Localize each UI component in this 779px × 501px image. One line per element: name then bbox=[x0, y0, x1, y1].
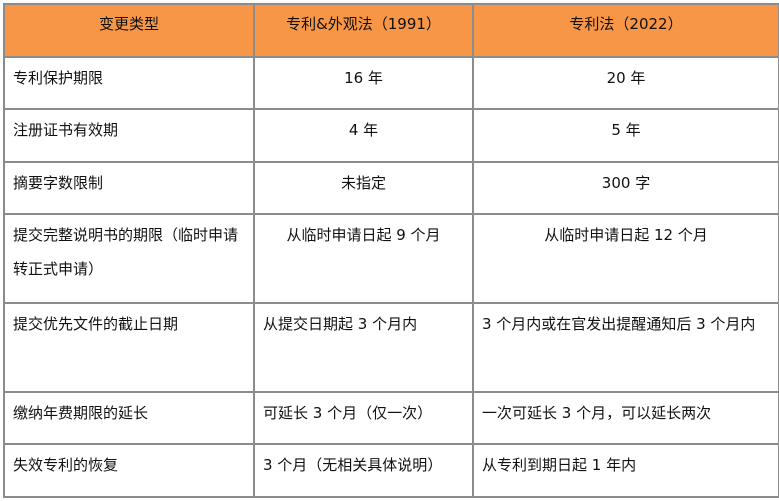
table-row: 摘要字数限制 未指定 300 字 bbox=[3, 161, 779, 215]
row-label: 注册证书有效期 bbox=[3, 108, 255, 163]
cell-1991: 可延长 3 个月（仅一次） bbox=[253, 391, 474, 445]
header-2022-law: 专利法（2022） bbox=[472, 3, 779, 58]
cell-1991: 16 年 bbox=[253, 56, 474, 110]
header-change-type: 变更类型 bbox=[3, 3, 255, 58]
cell-2022: 300 字 bbox=[472, 161, 779, 215]
cell-1991: 3 个月（无相关具体说明） bbox=[253, 443, 474, 498]
cell-2022: 5 年 bbox=[472, 108, 779, 163]
row-label: 失效专利的恢复 bbox=[3, 443, 255, 498]
table-row: 专利保护期限 16 年 20 年 bbox=[3, 56, 779, 110]
row-label: 专利保护期限 bbox=[3, 56, 255, 110]
table-row: 失效专利的恢复 3 个月（无相关具体说明） 从专利到期日起 1 年内 bbox=[3, 443, 779, 498]
cell-2022: 从临时申请日起 12 个月 bbox=[472, 213, 779, 304]
cell-1991: 未指定 bbox=[253, 161, 474, 215]
table-row: 提交完整说明书的期限（临时申请转正式申请） 从临时申请日起 9 个月 从临时申请… bbox=[3, 213, 779, 304]
row-label: 提交优先文件的截止日期 bbox=[3, 302, 255, 393]
cell-2022: 一次可延长 3 个月，可以延长两次 bbox=[472, 391, 779, 445]
row-label: 缴纳年费期限的延长 bbox=[3, 391, 255, 445]
table-row: 注册证书有效期 4 年 5 年 bbox=[3, 108, 779, 163]
table-row: 提交优先文件的截止日期 从提交日期起 3 个月内 3 个月内或在官发出提醒通知后… bbox=[3, 302, 779, 393]
table-row: 缴纳年费期限的延长 可延长 3 个月（仅一次） 一次可延长 3 个月，可以延长两… bbox=[3, 391, 779, 445]
cell-2022: 从专利到期日起 1 年内 bbox=[472, 443, 779, 498]
cell-2022: 20 年 bbox=[472, 56, 779, 110]
header-1991-law: 专利&外观法（1991） bbox=[253, 3, 474, 58]
row-label: 摘要字数限制 bbox=[3, 161, 255, 215]
cell-1991: 4 年 bbox=[253, 108, 474, 163]
row-label: 提交完整说明书的期限（临时申请转正式申请） bbox=[3, 213, 255, 304]
cell-1991: 从提交日期起 3 个月内 bbox=[253, 302, 474, 393]
header-row: 变更类型 专利&外观法（1991） 专利法（2022） bbox=[3, 3, 779, 58]
cell-1991: 从临时申请日起 9 个月 bbox=[253, 213, 474, 304]
cell-2022: 3 个月内或在官发出提醒通知后 3 个月内 bbox=[472, 302, 779, 393]
comparison-table: 变更类型 专利&外观法（1991） 专利法（2022） 专利保护期限 16 年 … bbox=[3, 3, 779, 498]
